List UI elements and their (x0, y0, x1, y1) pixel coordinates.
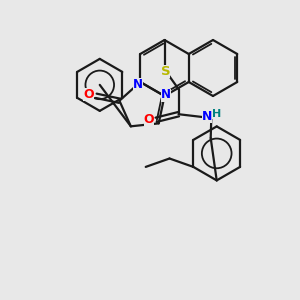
Text: H: H (212, 109, 221, 119)
Text: N: N (160, 88, 170, 101)
Text: N: N (202, 110, 212, 122)
Text: S: S (161, 65, 170, 78)
Text: O: O (144, 113, 154, 126)
Text: O: O (83, 88, 94, 100)
Text: N: N (133, 77, 143, 91)
